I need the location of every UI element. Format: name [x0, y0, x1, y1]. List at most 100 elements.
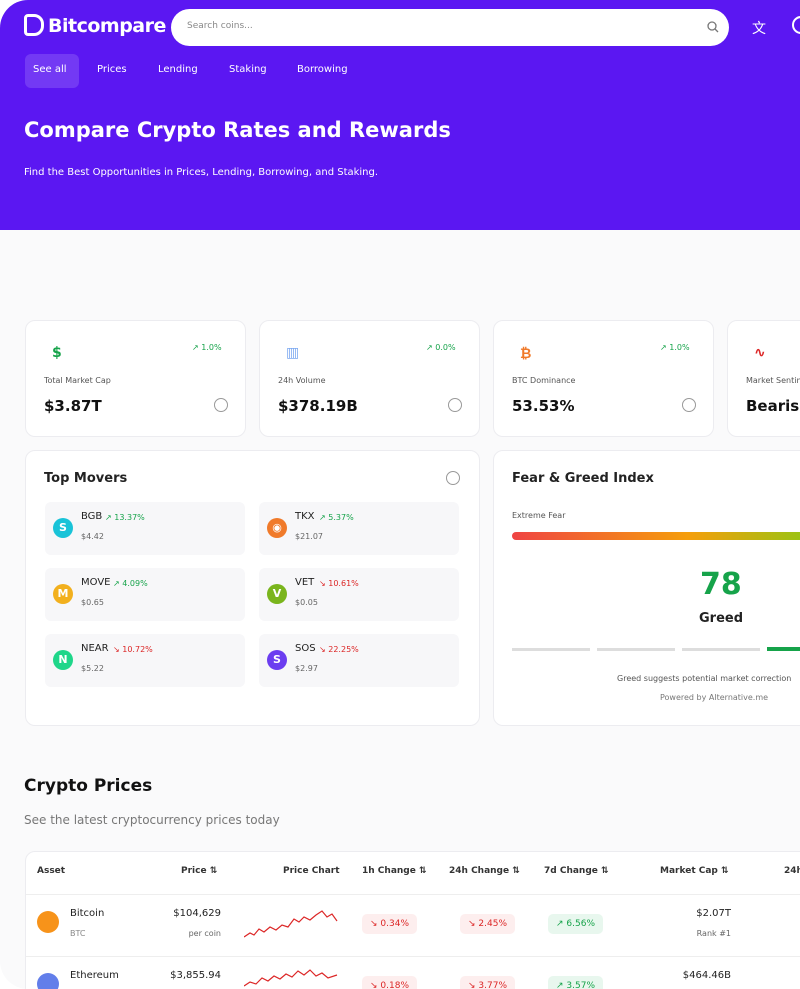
sparkline [244, 910, 338, 938]
coin-icon: M [53, 584, 73, 604]
trend-icon: ↘ [319, 579, 329, 588]
mover-change: ↗ 13.37% [105, 513, 145, 522]
stat-card: ₿ ↗ 1.0% BTC Dominance 53.53% [493, 320, 714, 437]
column-header[interactable]: 7d Change ⇅ [544, 866, 609, 876]
trend-icon: ↘ [113, 645, 123, 654]
rank: Rank #1 [696, 929, 731, 938]
hero-title: Compare Crypto Rates and Rewards [24, 118, 451, 142]
stat-value: $3.87T [44, 397, 102, 415]
change-value: 10.61% [328, 579, 359, 588]
nav-link[interactable]: Borrowing [297, 64, 348, 75]
mover-cell[interactable]: S SOS ↘ 22.25% $2.97 [259, 634, 459, 687]
search-placeholder: Search coins... [187, 21, 253, 31]
mover-symbol: BGB [81, 511, 103, 522]
info-icon[interactable] [214, 398, 228, 412]
nav-active [25, 54, 79, 88]
gauge-bar [512, 532, 800, 540]
stat-change: ↗ 1.0% [660, 343, 690, 352]
market-cap: $2.07T [696, 908, 731, 919]
column-header[interactable]: 24h Change ⇅ [449, 866, 520, 876]
sparkline [244, 969, 338, 987]
mover-change: ↗ 5.37% [319, 513, 354, 522]
column-header[interactable]: Price ⇅ [181, 866, 218, 876]
mover-cell[interactable]: S BGB ↗ 13.37% $4.42 [45, 502, 245, 555]
language-icon[interactable]: 文 [752, 21, 766, 37]
theme-icon[interactable] [792, 16, 800, 34]
mover-price: $4.42 [81, 532, 104, 541]
change-value: 5.37% [328, 513, 354, 522]
trend-icon: ↘ [468, 981, 479, 989]
coin-icon [37, 973, 59, 989]
mover-price: $0.05 [295, 598, 318, 607]
segment [682, 648, 760, 651]
panel-title: Top Movers [44, 471, 128, 486]
asset-name[interactable]: Ethereum [70, 970, 119, 981]
mover-change: ↘ 10.61% [319, 579, 359, 588]
info-icon[interactable] [446, 471, 460, 485]
market-cap: $464.46B [682, 970, 731, 981]
logo-text[interactable]: Bitcompare [48, 15, 166, 37]
scale-label: Extreme Fear [512, 511, 566, 520]
section-title: Crypto Prices [24, 776, 153, 796]
stat-card: ∿ Market Sentiment Bearish [727, 320, 800, 437]
note: Greed suggests potential market correcti… [617, 674, 792, 683]
search-box[interactable]: Search coins... [171, 9, 729, 46]
segment [597, 648, 675, 651]
change-value: 13.37% [114, 513, 145, 522]
coin-icon: S [267, 650, 287, 670]
change-pill: ↗ 3.57% [548, 976, 603, 989]
trend-icon: ↗ [192, 343, 202, 352]
coin-icon: V [267, 584, 287, 604]
change-value: 2.45% [478, 919, 507, 929]
section-subtitle: See the latest cryptocurrency prices tod… [24, 813, 280, 827]
stat-value: 53.53% [512, 397, 575, 415]
panel-title: Fear & Greed Index [512, 471, 654, 486]
change-pill: ↘ 0.34% [362, 914, 417, 934]
info-icon[interactable] [448, 398, 462, 412]
stat-icon: ∿ [754, 345, 766, 361]
change-value: 0.34% [380, 919, 409, 929]
change-value: 3.77% [478, 981, 507, 989]
trend-icon: ↘ [319, 645, 329, 654]
nav-link[interactable]: See all [33, 64, 67, 75]
coin-icon: ◉ [267, 518, 287, 538]
asset-name[interactable]: Bitcoin [70, 908, 105, 919]
mover-price: $0.65 [81, 598, 104, 607]
mover-cell[interactable]: V VET ↘ 10.61% $0.05 [259, 568, 459, 621]
nav-link[interactable]: Staking [229, 64, 267, 75]
mover-cell[interactable]: M MOVE ↗ 4.09% $0.65 [45, 568, 245, 621]
stat-label: BTC Dominance [512, 376, 576, 385]
change-value: 0.0% [435, 343, 456, 352]
classification: Greed [699, 611, 744, 626]
mover-cell[interactable]: N NEAR ↘ 10.72% $5.22 [45, 634, 245, 687]
mover-price: $21.07 [295, 532, 323, 541]
stat-card: $ ↗ 1.0% Total Market Cap $3.87T [25, 320, 246, 437]
mover-cell[interactable]: ◉ TKX ↗ 5.37% $21.07 [259, 502, 459, 555]
column-header[interactable]: Market Cap ⇅ [660, 866, 729, 876]
stat-icon: ₿ [520, 346, 532, 362]
mover-symbol: NEAR [81, 643, 109, 654]
stat-icon: ▥ [286, 345, 300, 361]
change-pill: ↗ 6.56% [548, 914, 603, 934]
trend-icon: ↗ [556, 981, 567, 989]
nav-link[interactable]: Prices [97, 64, 127, 75]
coin-icon [37, 911, 59, 933]
logo[interactable]: Bitcompare [24, 14, 166, 37]
change-pill: ↘ 2.45% [460, 914, 515, 934]
column-header[interactable]: 24h Volume [784, 866, 800, 876]
trend-icon: ↘ [468, 919, 479, 929]
trend-icon: ↗ [556, 919, 567, 929]
change-value: 3.57% [566, 981, 595, 989]
stat-card: ▥ ↗ 0.0% 24h Volume $378.19B [259, 320, 480, 437]
divider [26, 894, 800, 895]
info-icon[interactable] [682, 398, 696, 412]
asset-symbol: BTC [70, 929, 86, 938]
mover-symbol: VET [295, 577, 315, 588]
trend-icon: ↘ [370, 919, 381, 929]
coin-icon: S [53, 518, 73, 538]
top-movers-panel: Top Movers S BGB ↗ 13.37% $4.42 ◉ TKX ↗ 5.37% $… [25, 450, 480, 726]
nav-link[interactable]: Lending [158, 64, 198, 75]
stat-change: ↗ 0.0% [426, 343, 456, 352]
column-header[interactable]: 1h Change ⇅ [362, 866, 427, 876]
change-value: 22.25% [328, 645, 359, 654]
